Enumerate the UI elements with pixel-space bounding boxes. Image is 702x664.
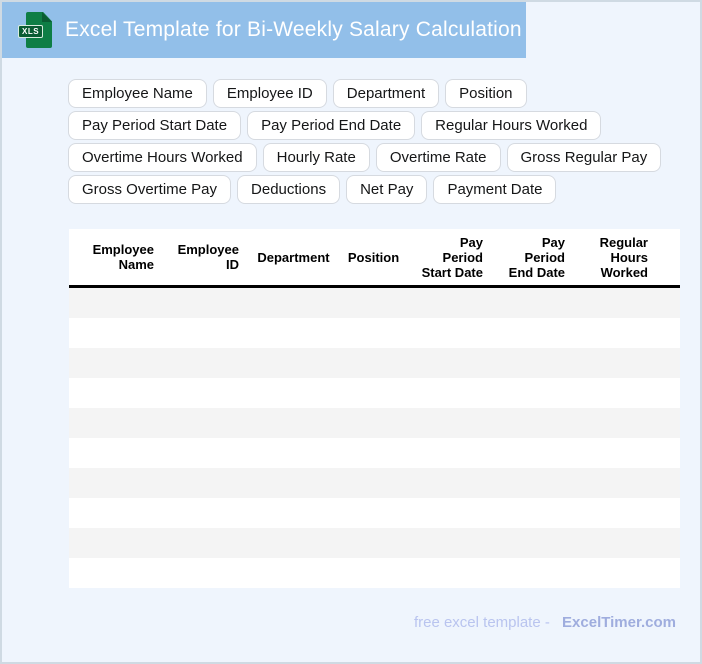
table-row: [69, 378, 680, 408]
footer: free excel template - ExcelTimer.com: [414, 613, 676, 633]
field-chip-employee-id[interactable]: Employee ID: [212, 79, 327, 108]
table-row: [69, 348, 680, 378]
xls-badge: XLS: [18, 25, 44, 38]
file-fold-corner: [42, 12, 52, 22]
field-chip-payment-date[interactable]: Payment Date: [433, 175, 557, 204]
field-chip-gross-overtime-pay[interactable]: Gross Overtime Pay: [68, 175, 232, 204]
field-chip-position[interactable]: Position: [445, 79, 527, 108]
field-chip-employee-name[interactable]: Employee Name: [68, 79, 207, 108]
table-header-row: Employee Name Employee ID Department Pos…: [69, 229, 680, 288]
column-header-position: Position: [347, 249, 400, 265]
table-body: [69, 288, 680, 588]
column-header-employee-id: Employee ID: [177, 242, 239, 272]
preview-table: Employee Name Employee ID Department Pos…: [69, 229, 680, 588]
page-title: Excel Template for Bi-Weekly Salary Calc…: [65, 18, 522, 41]
table-row: [69, 408, 680, 438]
table-row: [69, 468, 680, 498]
field-chip-overtime-rate[interactable]: Overtime Rate: [375, 143, 501, 172]
field-chip-department[interactable]: Department: [332, 79, 440, 108]
footer-text: free excel template -: [413, 614, 550, 631]
field-chip-gross-regular-pay[interactable]: Gross Regular Pay: [506, 143, 662, 172]
field-chip-net-pay[interactable]: Net Pay: [346, 175, 428, 204]
column-header-regular-hours: Regular Hours Worked: [599, 234, 648, 280]
column-header-pay-period-start: Pay Period Start Date: [421, 234, 483, 280]
table-row: [69, 528, 680, 558]
field-chip-regular-hours[interactable]: Regular Hours Worked: [421, 111, 602, 140]
xls-file-icon: XLS: [18, 12, 52, 48]
table-row: [69, 498, 680, 528]
header-band: XLS Excel Template for Bi-Weekly Salary …: [2, 2, 526, 58]
field-chip-pay-period-start[interactable]: Pay Period Start Date: [68, 111, 242, 140]
field-chip-deductions[interactable]: Deductions: [237, 175, 341, 204]
footer-brand-link[interactable]: ExcelTimer.com: [562, 614, 676, 631]
column-header-pay-period-end: Pay Period End Date: [508, 234, 565, 280]
table-row: [69, 318, 680, 348]
column-header-department: Department: [257, 249, 330, 265]
field-chip-overtime-hours[interactable]: Overtime Hours Worked: [68, 143, 257, 172]
table-row: [69, 558, 680, 588]
field-chip-pay-period-end[interactable]: Pay Period End Date: [247, 111, 416, 140]
column-header-employee-name: Employee Name: [92, 242, 154, 272]
table-row: [69, 288, 680, 318]
chips-container: Employee Name Employee ID Department Pos…: [68, 79, 700, 204]
table-row: [69, 438, 680, 468]
field-chip-hourly-rate[interactable]: Hourly Rate: [262, 143, 370, 172]
